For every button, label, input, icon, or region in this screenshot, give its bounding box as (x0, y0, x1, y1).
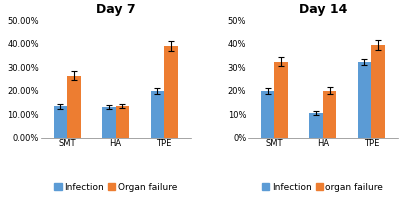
Bar (164, 46, 177, 138)
Bar (67, 76, 81, 138)
Bar (53, 106, 67, 138)
Title: Day 7: Day 7 (96, 3, 135, 16)
Bar (309, 113, 322, 138)
Bar (115, 106, 129, 138)
Bar (322, 91, 336, 138)
Legend: Infection, organ failure: Infection, organ failure (258, 179, 386, 195)
Legend: Infection, Organ failure: Infection, Organ failure (51, 179, 180, 195)
Bar (357, 61, 370, 138)
Bar (260, 91, 274, 138)
Bar (102, 107, 115, 138)
Bar (370, 45, 384, 138)
Title: Day 14: Day 14 (298, 3, 346, 16)
Bar (150, 91, 164, 138)
Bar (274, 61, 287, 138)
